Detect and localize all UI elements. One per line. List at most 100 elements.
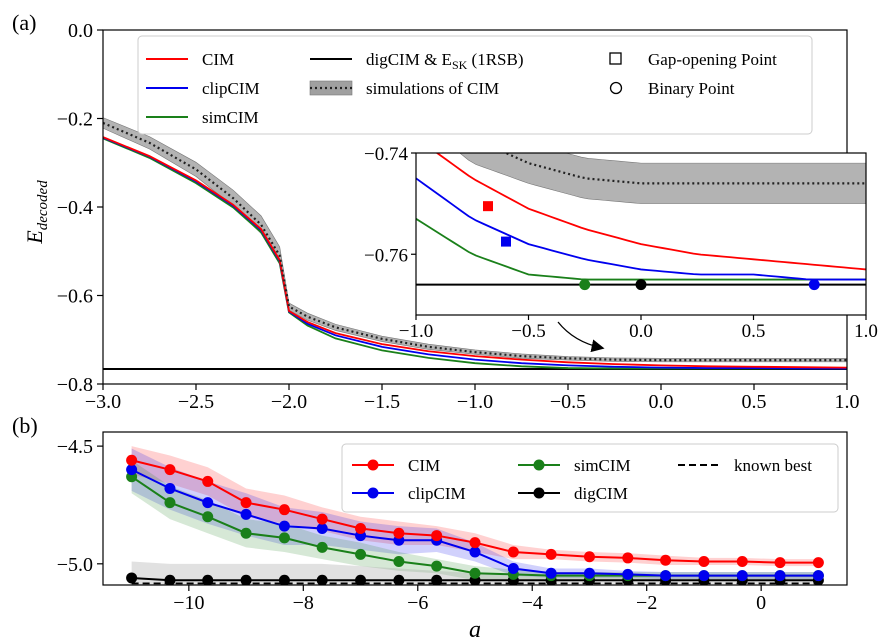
panel-b-clipcim-point: [126, 464, 138, 476]
panel-b-cim-point: [736, 555, 748, 567]
legend-digcim-label: digCIM & ESK (1RSB): [366, 50, 524, 72]
panel-b-clipcim-point: [469, 546, 481, 558]
legend-b-simcim-label: simCIM: [574, 456, 631, 475]
panel-a-xtick-label: −2.0: [271, 391, 307, 413]
panel-b-legend: CIM clipCIM simCIM digCIM known best: [341, 443, 839, 513]
panel-b-cim-point: [202, 475, 214, 487]
panel-b-clipcim-point: [660, 570, 672, 582]
panel-b-clipcim-point: [164, 482, 176, 494]
panel-b-clipcim-point: [583, 567, 595, 579]
panel-a-legend-box: [137, 35, 813, 135]
panel-a-xtick-label: −2.5: [178, 391, 214, 413]
panel-b-cim-point: [698, 555, 710, 567]
panel-a-xtick-label: −1.0: [457, 391, 493, 413]
panel-b-clipcim-point: [774, 570, 786, 582]
panel-b-cim-point: [774, 557, 786, 569]
panel-label-a: (a): [12, 10, 36, 35]
panel-b-digcim-point: [393, 574, 405, 585]
panel-a-xtick-label: −1.5: [364, 391, 400, 413]
panel-b-clipcim-point: [240, 508, 252, 520]
panel-b-digcim-point: [355, 574, 367, 585]
panel-b-ytick-label: −5.0: [57, 554, 93, 576]
panel-b-cim-point: [126, 454, 138, 466]
panel-a-xtick-label: 0.5: [742, 391, 767, 413]
panel-b-clipcim-point: [736, 570, 748, 582]
panel-a-xtick-label: −3.0: [85, 391, 121, 413]
panel-b-cim-point: [278, 504, 290, 516]
legend-simulations-label: simulations of CIM: [366, 79, 499, 98]
panel-b-ytick-label: −4.5: [57, 436, 93, 458]
panel-b-simcim-point: [355, 548, 367, 560]
panel-b-simcim-point: [278, 532, 290, 544]
cim-line: [103, 136, 847, 369]
inset-cim-line: [435, 153, 866, 271]
panel-a-ytick-label: 0.0: [68, 20, 93, 42]
gap-opening-point-clipcim: [501, 236, 511, 247]
panel-b-clipcim-point: [202, 497, 214, 509]
legend-binary-label: Binary Point: [648, 79, 735, 98]
panel-b-cim-point: [393, 527, 405, 539]
panel-b-simcim-point: [393, 555, 405, 567]
panel-b-simcim-point: [431, 560, 443, 572]
panel-a-ylabel-sub: decoded: [35, 180, 51, 230]
panel-b-cim-point: [812, 557, 824, 569]
inset-clipcim-line: [416, 177, 866, 281]
panel-b-cim-point: [583, 551, 595, 563]
legend-gap-label: Gap-opening Point: [648, 50, 777, 69]
panel-b-cim-point: [431, 530, 443, 542]
panel-b-cim-point: [240, 497, 252, 509]
simulations-mean-line: [103, 121, 847, 362]
inset-plot-area: [416, 153, 866, 286]
legend-b-digcim-label: digCIM: [574, 484, 628, 503]
panel-b-digcim-point: [126, 572, 138, 584]
panel-b-simcim-point: [316, 541, 328, 553]
panel-b-digcim-point: [278, 574, 290, 585]
panel-a-ytick-label: −0.4: [57, 197, 93, 219]
panel-b-cim-point: [355, 523, 367, 535]
panel-b-xtick-label: −2: [636, 592, 657, 614]
legend-cim-label: CIM: [202, 50, 234, 69]
panel-a-xtick-label: −0.5: [550, 391, 586, 413]
legend-b-clipcim-label: clipCIM: [408, 484, 466, 503]
legend-b-cim-marker: [367, 459, 379, 471]
panel-b-clipcim-point: [316, 523, 328, 535]
inset-xtick-label: 0.0: [629, 321, 653, 342]
panel-b-simcim-band: [131, 460, 819, 581]
panel-b-digcim-point: [240, 574, 252, 585]
panel-a-chart: 0.0−0.2−0.4−0.6−0.8−3.0 −2.5 −2.0 −1.5 −1.0−…: [22, 20, 878, 413]
legend-b-cim-label: CIM: [408, 456, 440, 475]
inset-pointer-arrow: [557, 321, 605, 353]
panel-b-clipcim-point: [278, 520, 290, 532]
panel-b-digcim-point: [164, 574, 176, 585]
panel-b-xtick-label: −4: [522, 592, 543, 614]
panel-b-simcim-point: [202, 511, 214, 523]
panel-b-simcim-point: [469, 567, 481, 579]
panel-b-cim-point: [469, 537, 481, 549]
legend-clipcim-label: clipCIM: [202, 79, 260, 98]
panel-a-ytick-label: −0.6: [57, 286, 93, 308]
panel-b-chart: −4.5 −5.0 −10 −8 −6 −4 −2 0 a CIM clipCIM simCIM dig…: [57, 431, 848, 643]
panel-b-clipcim-point: [507, 563, 519, 575]
panel-b-cim-point: [660, 554, 672, 566]
inset-xtick-label: −0.5: [511, 321, 545, 342]
legend-b-simcim-marker: [533, 459, 545, 471]
panel-b-plot-area: [126, 446, 824, 585]
inset-ytick-label: −0.74: [364, 144, 408, 165]
panel-a-plot-area: [103, 117, 847, 370]
panel-b-xtick-label: −8: [293, 592, 314, 614]
panel-a-legend: CIM clipCIM simCIM digCIM & ESK (1RSB) simul…: [137, 35, 813, 135]
legend-b-known-best-label: known best: [734, 456, 812, 475]
binary-point-clipcim: [808, 279, 820, 291]
gap-opening-point-cim: [483, 201, 493, 212]
panel-b-digcim-point: [431, 574, 443, 585]
panel-b-digcim-point: [202, 574, 214, 585]
panel-b-clipcim-point: [812, 570, 824, 582]
panel-b-clipcim-point: [622, 568, 634, 580]
panel-a-ytick-label: −0.8: [57, 374, 93, 396]
inset-xtick-label: −1.0: [399, 321, 433, 342]
legend-simcim-label: simCIM: [202, 108, 259, 127]
panel-b-cim-point: [507, 546, 519, 558]
legend-b-digcim-marker: [533, 487, 545, 499]
panel-b-legend-box: [341, 443, 839, 513]
